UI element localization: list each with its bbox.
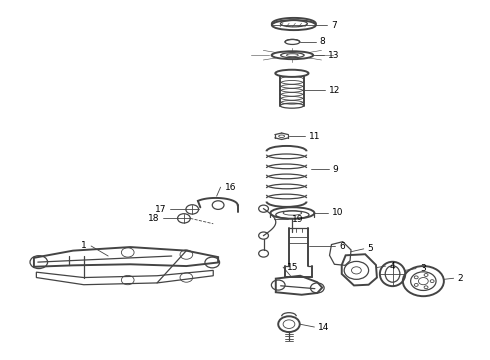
Text: 12: 12 xyxy=(329,86,341,95)
Text: 1: 1 xyxy=(81,242,87,251)
Text: 13: 13 xyxy=(328,51,340,60)
Text: 11: 11 xyxy=(309,132,320,141)
Text: 6: 6 xyxy=(339,242,345,251)
Text: 7: 7 xyxy=(331,21,337,30)
Text: 16: 16 xyxy=(224,183,236,192)
Text: 15: 15 xyxy=(287,263,298,272)
Text: 2: 2 xyxy=(458,274,463,283)
Text: 9: 9 xyxy=(332,165,338,174)
Text: 4: 4 xyxy=(390,262,395,271)
Text: 10: 10 xyxy=(331,208,343,217)
Text: 8: 8 xyxy=(320,37,325,46)
Text: 5: 5 xyxy=(368,244,373,253)
Text: 18: 18 xyxy=(148,214,159,223)
Text: 14: 14 xyxy=(318,323,330,332)
Text: 17: 17 xyxy=(155,205,166,214)
Text: 3: 3 xyxy=(420,264,426,273)
Text: 19: 19 xyxy=(292,215,303,224)
